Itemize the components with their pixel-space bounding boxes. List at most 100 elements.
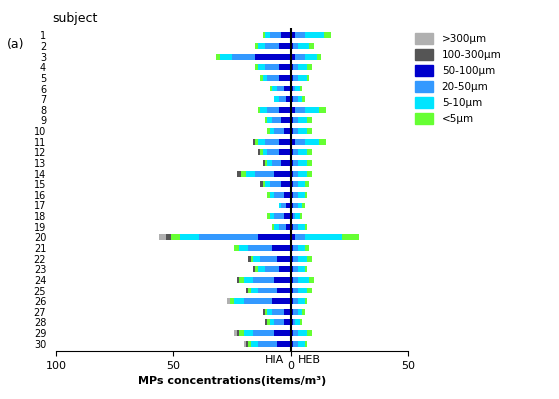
Bar (267, 117, 272, 123)
Bar (291, 298, 293, 304)
Bar (293, 96, 298, 102)
Bar (300, 320, 302, 325)
Bar (263, 32, 265, 38)
Bar (291, 320, 293, 325)
Bar (295, 86, 300, 91)
Bar (293, 149, 298, 155)
Bar (295, 32, 305, 38)
Legend: >300μm, 100-300μm, 50-100μm, 20-50μm, 5-10μm, <5μm: >300μm, 100-300μm, 50-100μm, 20-50μm, 5-… (415, 33, 501, 124)
Bar (307, 256, 312, 262)
Bar (255, 64, 258, 70)
Bar (248, 245, 272, 251)
Bar (267, 160, 272, 166)
Bar (302, 203, 305, 208)
Bar (263, 160, 265, 166)
Bar (279, 64, 291, 70)
Bar (298, 43, 310, 49)
Bar (232, 54, 255, 59)
Bar (310, 43, 314, 49)
Bar (293, 288, 298, 293)
Bar (272, 160, 281, 166)
Bar (258, 43, 265, 49)
Text: subject: subject (53, 12, 98, 25)
Bar (298, 245, 305, 251)
Bar (293, 309, 298, 315)
Bar (291, 64, 293, 70)
Bar (305, 139, 319, 144)
Bar (298, 171, 307, 176)
Bar (234, 330, 236, 336)
Bar (316, 54, 321, 59)
Bar (305, 181, 310, 187)
Bar (216, 54, 220, 59)
Bar (302, 309, 305, 315)
Bar (166, 235, 171, 240)
Bar (319, 107, 326, 113)
Bar (305, 235, 342, 240)
Bar (293, 43, 298, 49)
Bar (293, 181, 298, 187)
Bar (244, 277, 253, 283)
Bar (298, 192, 305, 198)
Bar (228, 298, 230, 304)
Bar (267, 320, 269, 325)
Bar (298, 341, 305, 347)
Bar (260, 149, 263, 155)
Bar (293, 192, 298, 198)
Bar (267, 75, 279, 81)
Bar (274, 213, 283, 219)
Bar (277, 256, 291, 262)
Bar (236, 171, 241, 176)
Bar (236, 277, 239, 283)
Bar (258, 149, 260, 155)
Bar (277, 341, 291, 347)
Bar (267, 213, 269, 219)
Bar (291, 309, 293, 315)
Bar (293, 277, 298, 283)
Bar (291, 203, 293, 208)
Bar (279, 75, 291, 81)
Text: HEB: HEB (298, 355, 321, 365)
Bar (302, 96, 305, 102)
Bar (253, 277, 274, 283)
Bar (298, 149, 307, 155)
Bar (265, 181, 269, 187)
Bar (260, 107, 267, 113)
Bar (293, 117, 298, 123)
Bar (305, 267, 307, 272)
Bar (274, 171, 291, 176)
Bar (279, 107, 291, 113)
Bar (255, 139, 258, 144)
Bar (269, 32, 281, 38)
Bar (293, 267, 298, 272)
Bar (265, 267, 279, 272)
Bar (291, 32, 295, 38)
Bar (293, 75, 298, 81)
Bar (291, 245, 293, 251)
Bar (298, 267, 305, 272)
Bar (305, 245, 310, 251)
Bar (265, 320, 267, 325)
Bar (305, 224, 307, 230)
Bar (291, 117, 293, 123)
Bar (239, 330, 244, 336)
Text: HIA: HIA (264, 355, 283, 365)
Bar (269, 86, 272, 91)
Bar (298, 298, 305, 304)
Bar (293, 171, 298, 176)
Bar (239, 245, 248, 251)
Bar (255, 171, 274, 176)
Bar (293, 320, 295, 325)
Bar (293, 64, 298, 70)
Bar (274, 128, 283, 134)
Bar (269, 128, 274, 134)
Bar (220, 54, 232, 59)
Bar (291, 277, 293, 283)
Bar (305, 32, 324, 38)
Bar (258, 235, 291, 240)
Bar (279, 267, 291, 272)
Bar (298, 181, 305, 187)
Bar (274, 330, 291, 336)
Bar (279, 96, 286, 102)
Bar (291, 341, 293, 347)
